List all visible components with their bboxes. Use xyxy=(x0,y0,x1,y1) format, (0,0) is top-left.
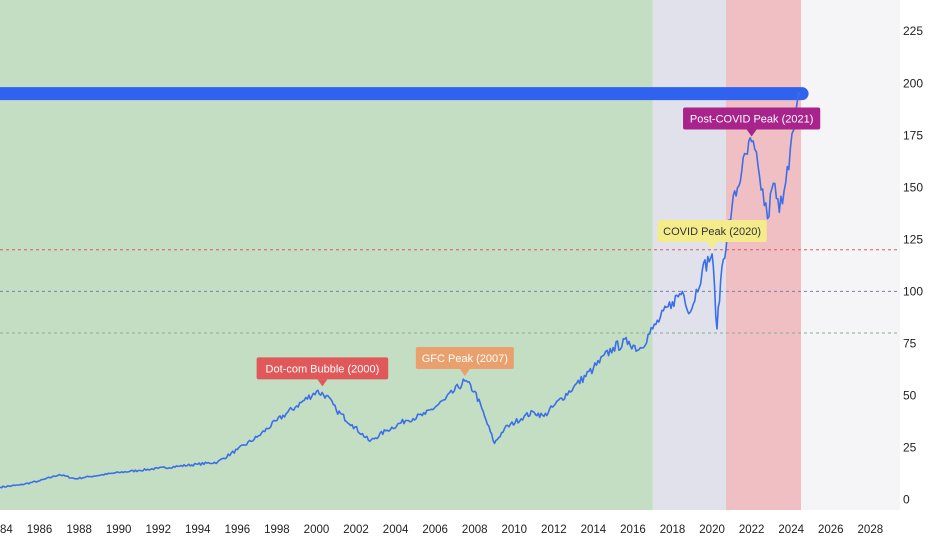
x-axis: 1984 1986 1988 1990 1992 1994 1996 1998 2000 2002… xyxy=(0,524,883,536)
x-tick-label: 1986 xyxy=(27,524,53,536)
x-tick-label: 2016 xyxy=(620,524,646,536)
y-tick-label: 0 xyxy=(903,493,910,507)
x-tick-label: 2020 xyxy=(699,524,725,536)
annotation-pointer xyxy=(746,129,757,137)
y-tick-label: 175 xyxy=(903,128,923,142)
annotation-1: Dot-com Bubble (2000) xyxy=(256,357,389,387)
annotation-label: COVID Peak (2020) xyxy=(663,226,761,238)
annotation-box xyxy=(415,346,514,369)
price-series xyxy=(0,91,801,489)
y-tick-label: 200 xyxy=(903,76,923,90)
annotation-labels: Dot-com Bubble (2000) GFC Peak (2007) COVI… xyxy=(256,107,821,387)
annotation-label: Post-COVID Peak (2021) xyxy=(690,114,814,126)
y-tick-label: 75 xyxy=(903,336,917,350)
annotation-box xyxy=(256,357,389,380)
annotation-2: GFC Peak (2007) xyxy=(415,346,514,376)
annotation-label: GFC Peak (2007) xyxy=(422,353,508,365)
x-tick-label: 1992 xyxy=(145,524,171,536)
shaded-band-1 xyxy=(0,0,653,510)
annotation-3: COVID Peak (2020) xyxy=(657,219,767,249)
series-line-1 xyxy=(0,91,801,489)
x-tick-label: 1996 xyxy=(225,524,251,536)
x-tick-label: 2012 xyxy=(541,524,567,536)
x-tick-label: 2010 xyxy=(501,524,527,536)
x-tick-label: 1990 xyxy=(106,524,132,536)
x-tick-label: 2006 xyxy=(422,524,448,536)
shaded-band-4 xyxy=(801,0,900,510)
y-tick-label: 125 xyxy=(903,232,923,246)
annotation-pointer xyxy=(317,379,328,387)
y-tick-label: 50 xyxy=(903,389,917,403)
x-tick-label: 2018 xyxy=(660,524,686,536)
annotation-pointer xyxy=(707,241,718,249)
annotation-box xyxy=(683,107,821,130)
x-tick-label: 2026 xyxy=(818,524,844,536)
x-tick-label: 2000 xyxy=(304,524,330,536)
x-tick-label: 1988 xyxy=(66,524,92,536)
x-tick-label: 1998 xyxy=(264,524,290,536)
y-tick-label: 100 xyxy=(903,284,923,298)
x-tick-label: 2004 xyxy=(383,524,409,536)
shaded-regions xyxy=(0,0,900,510)
annotation-pointer xyxy=(459,368,470,376)
x-tick-label: 2008 xyxy=(462,524,488,536)
annotation-label: Dot-com Bubble (2000) xyxy=(266,363,380,375)
x-tick-label: 1984 xyxy=(0,524,13,536)
shaded-band-2 xyxy=(652,0,726,510)
x-tick-label: 2002 xyxy=(343,524,369,536)
reference-lines xyxy=(0,87,900,334)
y-tick-label: 150 xyxy=(903,180,923,194)
annotation-box xyxy=(657,219,767,242)
x-tick-label: 2014 xyxy=(581,524,607,536)
y-axis: 0 25 50 75 100 125 150 175 200 225 xyxy=(903,24,923,506)
y-tick-label: 25 xyxy=(903,441,917,455)
x-tick-label: 2022 xyxy=(739,524,765,536)
shaded-band-3 xyxy=(725,0,802,510)
annotation-4: Post-COVID Peak (2021) xyxy=(683,107,821,137)
x-tick-label: 2024 xyxy=(778,524,804,536)
y-tick-label: 225 xyxy=(903,24,923,38)
x-tick-label: 1994 xyxy=(185,524,211,536)
x-tick-label: 2028 xyxy=(858,524,884,536)
